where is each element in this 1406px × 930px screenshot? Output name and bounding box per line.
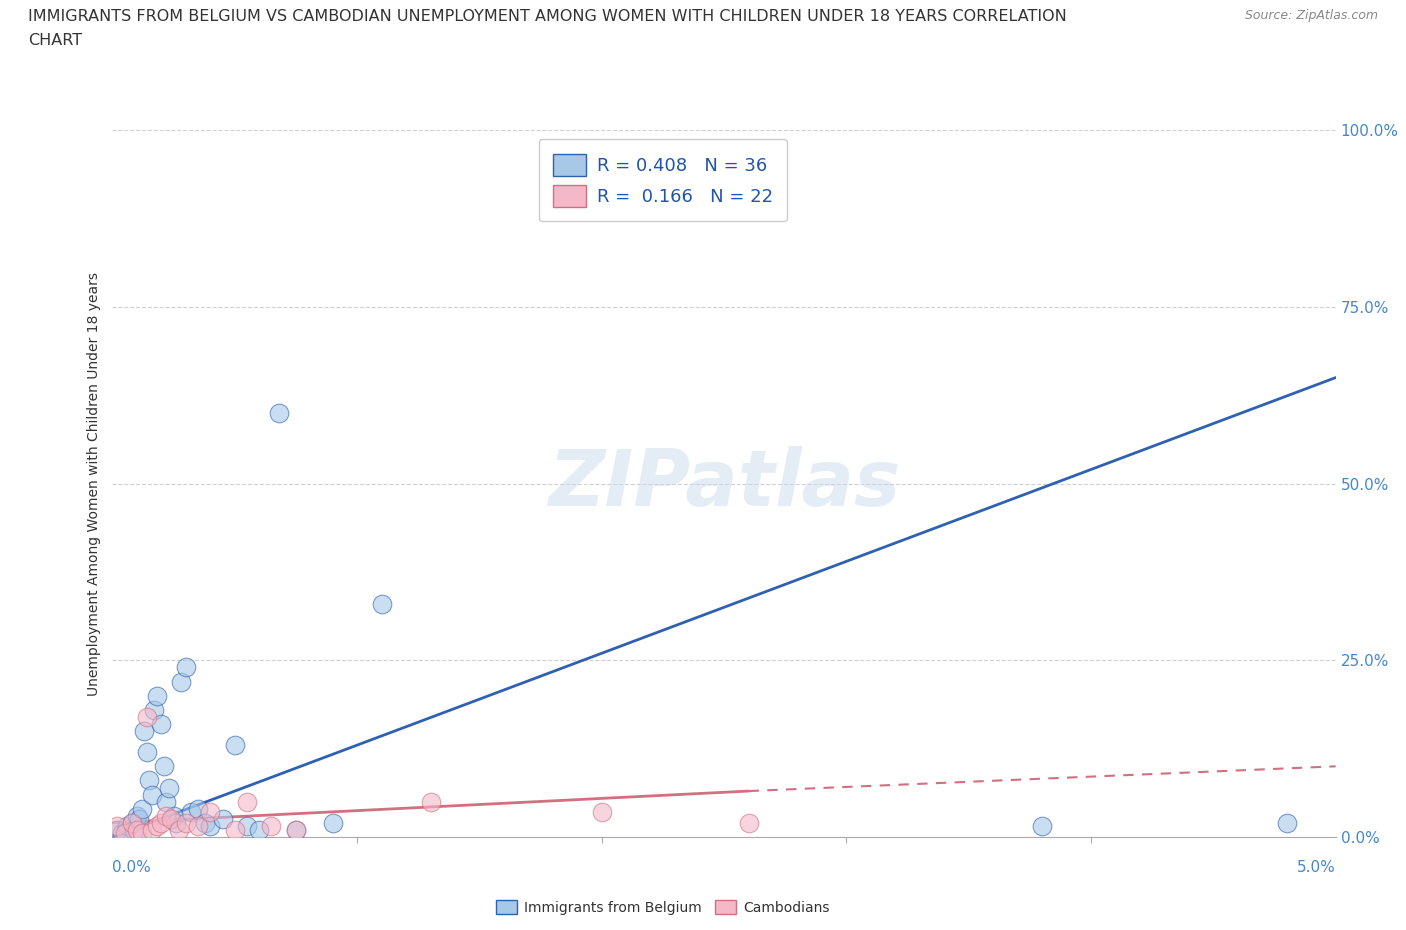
Point [236, 794, 259, 809]
Point [125, 808, 148, 823]
Point [131, 802, 153, 817]
Legend: Immigrants from Belgium, Cambodians: Immigrants from Belgium, Cambodians [489, 893, 837, 922]
Point [260, 819, 283, 834]
Text: 0.0%: 0.0% [112, 860, 152, 875]
Point [737, 816, 759, 830]
Point [187, 819, 209, 834]
Point [105, 819, 128, 834]
Point [145, 688, 167, 703]
Text: ZIPatlas: ZIPatlas [548, 445, 900, 522]
Point [121, 816, 143, 830]
Point [1031, 819, 1053, 834]
Point [236, 819, 259, 834]
Point [165, 816, 187, 830]
Point [284, 822, 308, 837]
Point [141, 787, 163, 802]
Point [187, 802, 209, 817]
Point [267, 405, 290, 420]
Point [124, 822, 146, 837]
Point [131, 826, 153, 841]
Point [284, 822, 308, 837]
Point [157, 780, 180, 795]
Point [1275, 816, 1298, 830]
Point [111, 826, 134, 841]
Point [138, 773, 160, 788]
Point [153, 759, 176, 774]
Point [155, 794, 177, 809]
Point [134, 724, 156, 738]
Point [128, 812, 150, 827]
Point [125, 822, 148, 837]
Text: Source: ZipAtlas.com: Source: ZipAtlas.com [1244, 9, 1378, 22]
Point [141, 822, 163, 837]
Text: IMMIGRANTS FROM BELGIUM VS CAMBODIAN UNEMPLOYMENT AMONG WOMEN WITH CHILDREN UNDE: IMMIGRANTS FROM BELGIUM VS CAMBODIAN UNE… [28, 9, 1067, 24]
Point [200, 819, 222, 834]
Y-axis label: Unemployment Among Women with Children Under 18 years: Unemployment Among Women with Children U… [87, 272, 101, 696]
Point [167, 822, 190, 837]
Text: CHART: CHART [28, 33, 82, 47]
Point [150, 816, 173, 830]
Point [591, 804, 613, 819]
Point [322, 816, 344, 830]
Point [115, 819, 138, 834]
Point [163, 808, 186, 823]
Point [143, 702, 166, 717]
Point [194, 816, 217, 830]
Point [135, 710, 157, 724]
Point [200, 804, 222, 819]
Point [174, 816, 197, 830]
Point [145, 819, 167, 834]
Point [247, 822, 270, 837]
Point [155, 808, 177, 823]
Point [105, 822, 128, 837]
Point [419, 794, 441, 809]
Point [150, 716, 173, 731]
Point [211, 812, 233, 827]
Text: 5.0%: 5.0% [1296, 860, 1336, 875]
Point [114, 826, 136, 841]
Point [160, 812, 183, 827]
Point [121, 816, 143, 830]
Point [170, 674, 193, 689]
Point [224, 737, 246, 752]
Point [180, 804, 202, 819]
Point [224, 822, 246, 837]
Point [370, 596, 392, 611]
Point [174, 660, 197, 675]
Point [135, 745, 157, 760]
